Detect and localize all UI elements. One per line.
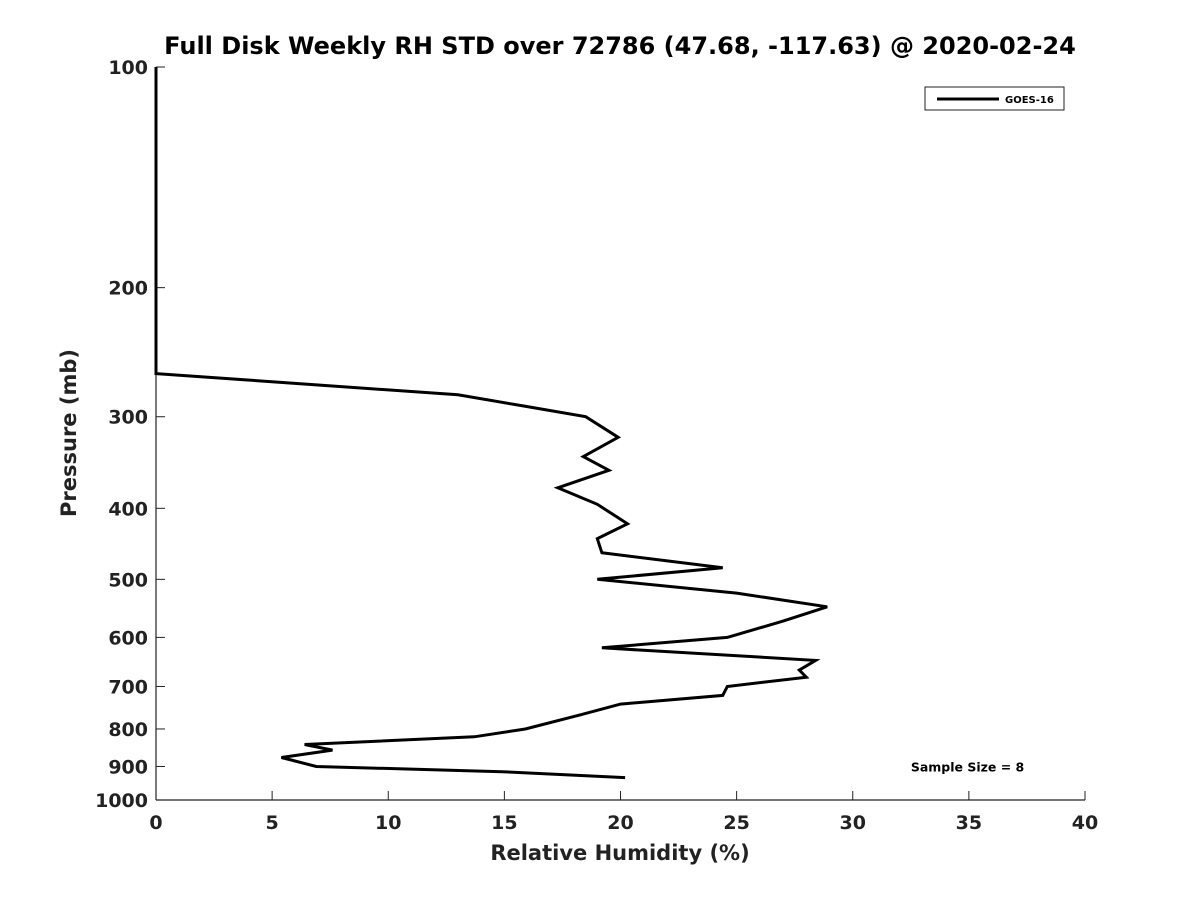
y-tick-label: 500	[108, 569, 148, 591]
sample-size-annotation: Sample Size = 8	[911, 759, 1024, 774]
x-tick-label: 20	[607, 812, 633, 834]
y-tick-label: 600	[108, 627, 148, 649]
y-axis-label: Pressure (mb)	[57, 349, 81, 517]
x-tick-label: 35	[956, 812, 982, 834]
x-tick-label: 0	[149, 812, 162, 834]
x-tick-label: 15	[491, 812, 517, 834]
y-tick-label: 400	[108, 498, 148, 520]
x-tick-label: 30	[840, 812, 866, 834]
x-tick-label: 40	[1072, 812, 1098, 834]
legend: GOES-16	[924, 86, 1065, 111]
series-line-goes-16	[154, 67, 828, 780]
chart-title: Full Disk Weekly RH STD over 72786 (47.6…	[164, 32, 1076, 60]
y-axis-ticks: 100 200 300 400 500 600 700 800 900 1000	[95, 57, 165, 812]
annotations: Sample Size = 8	[911, 759, 1024, 774]
x-tick-label: 25	[723, 812, 749, 834]
x-axis-label: Relative Humidity (%)	[490, 841, 749, 865]
y-tick-label: 800	[108, 719, 148, 741]
y-tick-label: 700	[108, 676, 148, 698]
series-layer	[154, 67, 828, 780]
y-tick-label: 200	[108, 278, 148, 300]
y-tick-label: 1000	[95, 790, 148, 812]
y-tick-label: 300	[108, 407, 148, 429]
x-tick-label: 10	[375, 812, 401, 834]
y-tick-label: 900	[108, 756, 148, 778]
legend-label: GOES-16	[1005, 95, 1054, 106]
y-tick-label: 100	[108, 57, 148, 79]
x-tick-label: 5	[266, 812, 279, 834]
x-axis-ticks: 0 5 10 15 20 25 30 35 40	[149, 791, 1098, 834]
